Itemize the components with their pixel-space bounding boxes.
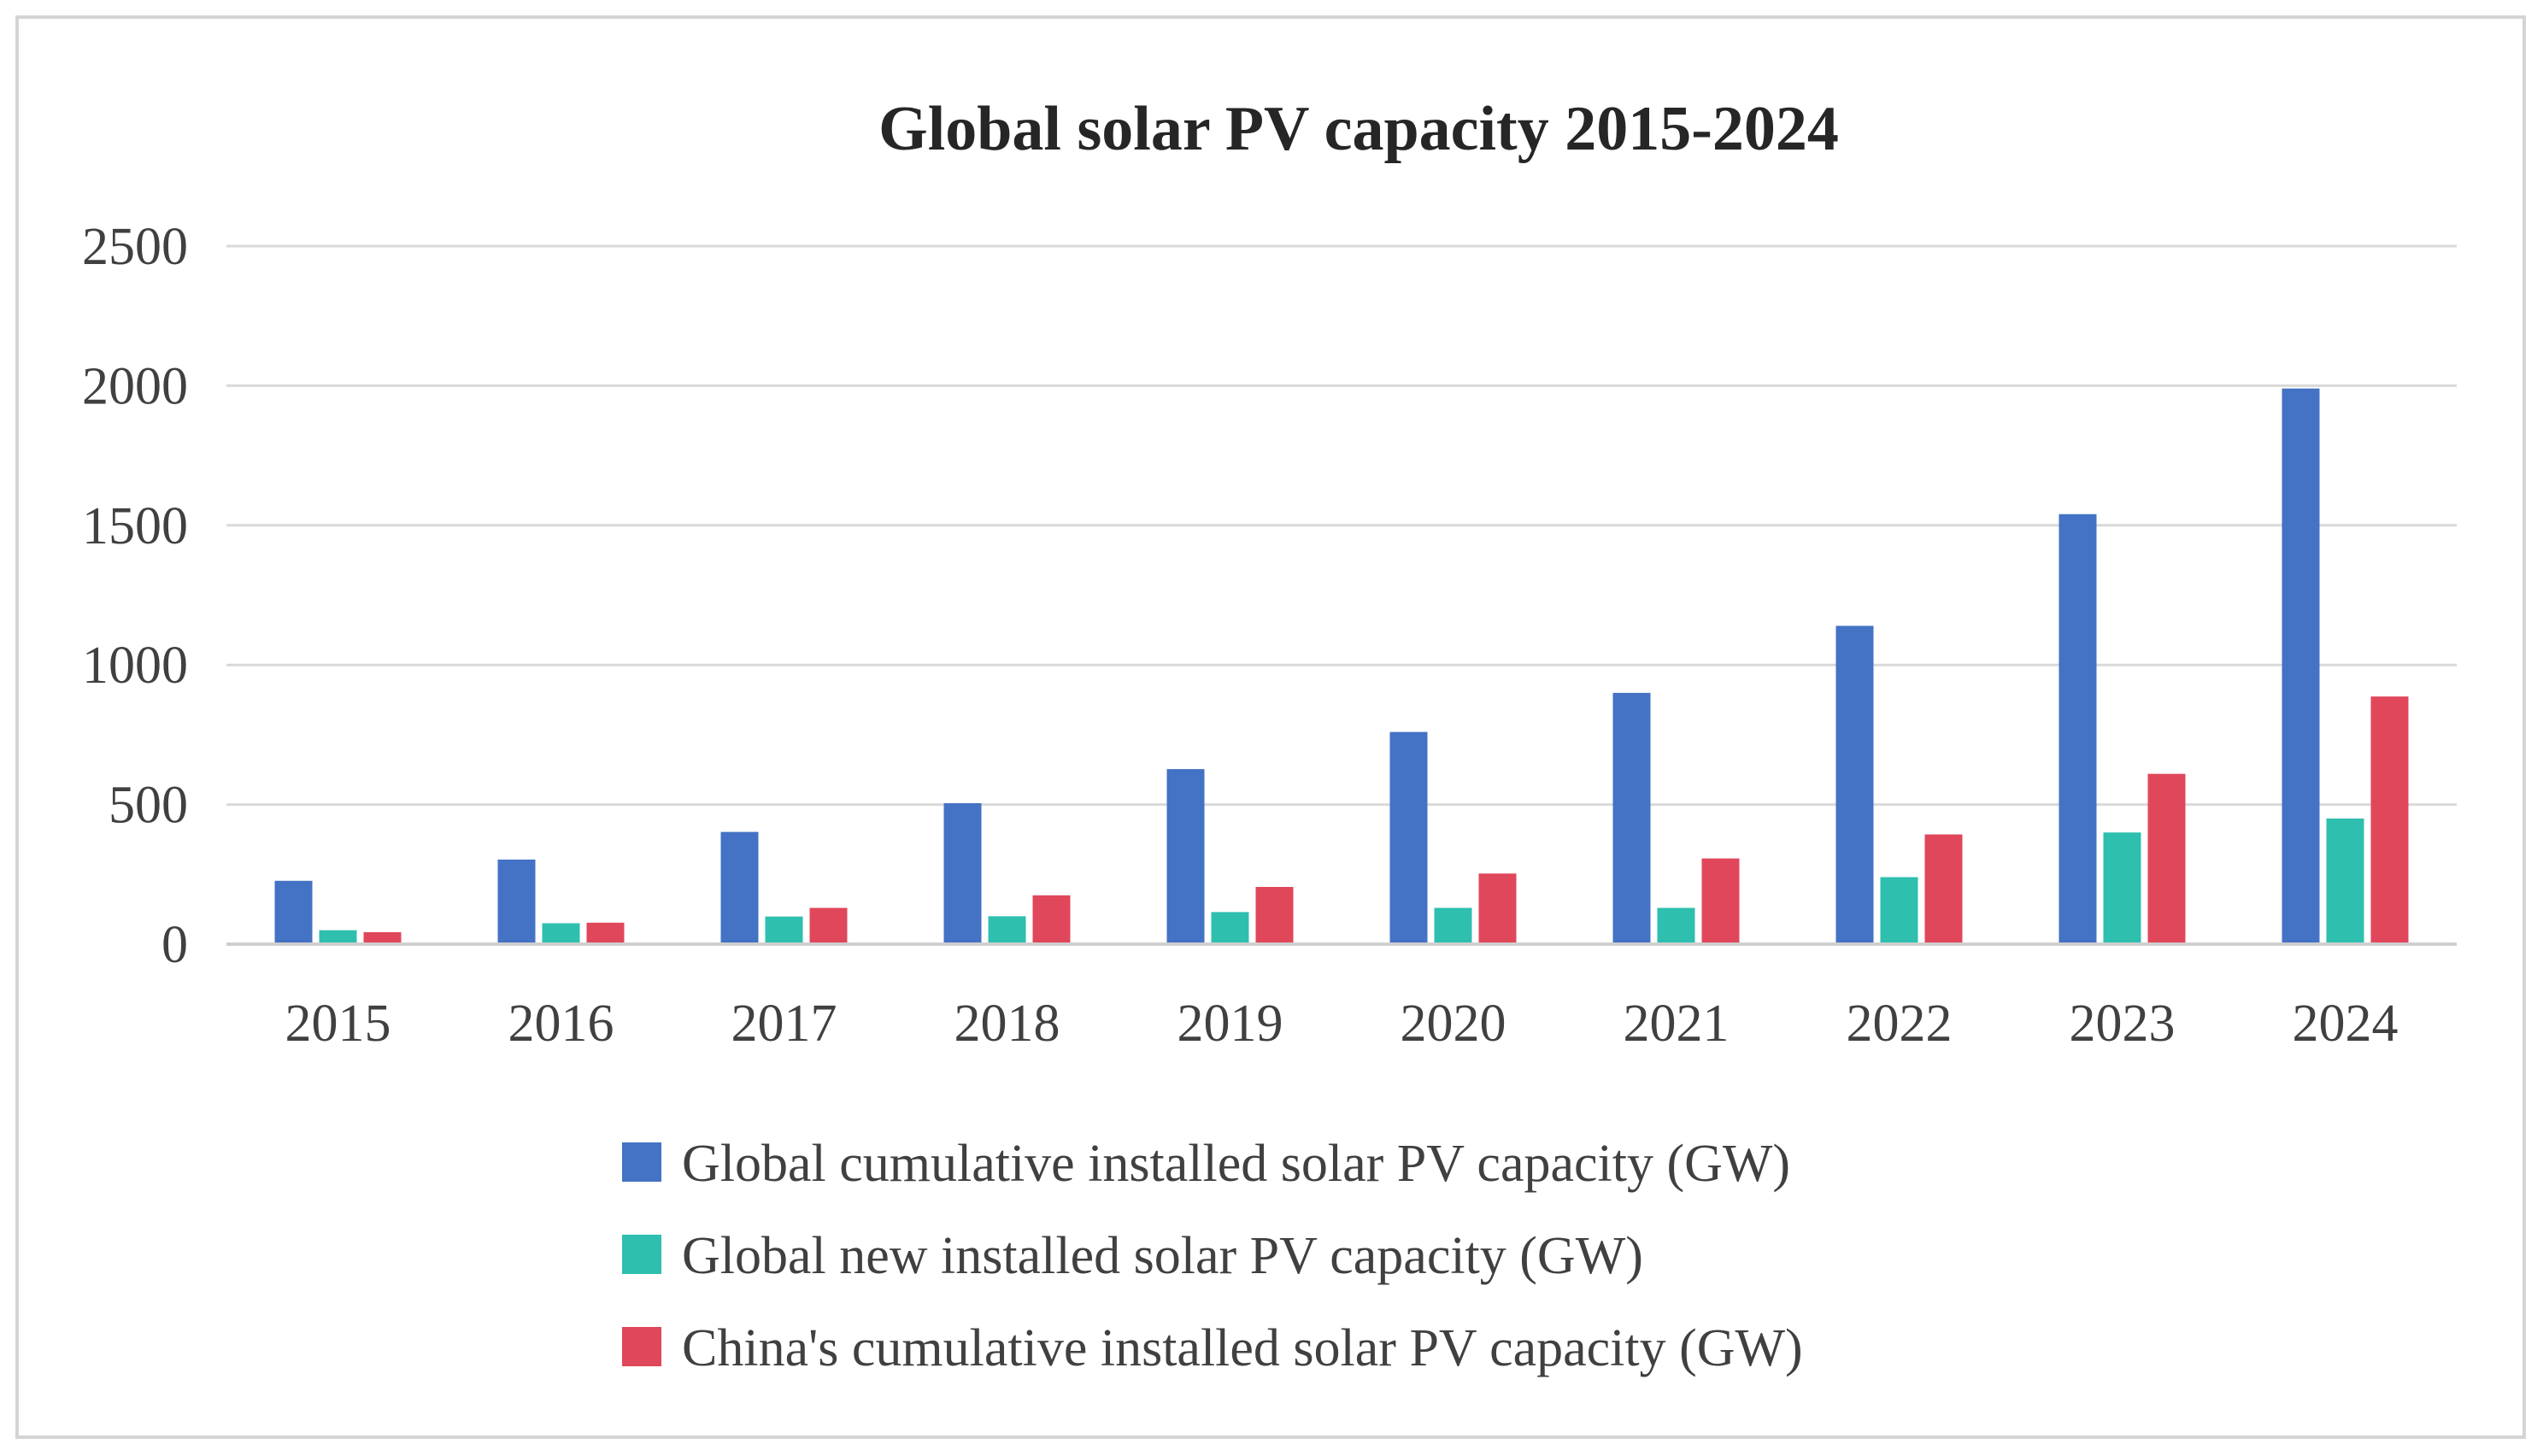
x-tick-label: 2020 — [1401, 995, 1506, 1053]
x-tick-label: 2021 — [1624, 995, 1730, 1053]
bar-series3-2024 — [2370, 696, 2409, 944]
legend-swatch-series1 — [622, 1142, 661, 1182]
bar-series1-2022 — [1835, 625, 1874, 944]
x-tick-label: 2022 — [1847, 995, 1953, 1053]
y-tick-label: 1500 — [82, 497, 188, 555]
bar-series1-2023 — [2058, 514, 2097, 944]
bar-series2-2020 — [1434, 907, 1472, 944]
bar-series3-2020 — [1478, 873, 1517, 944]
bar-series2-2018 — [988, 916, 1026, 944]
legend-swatch-series3 — [622, 1327, 661, 1366]
y-tick-label: 2000 — [82, 357, 188, 415]
bar-series1-2015 — [274, 880, 313, 944]
bar-series1-2021 — [1612, 692, 1651, 944]
gridlines — [226, 244, 2457, 807]
bar-series2-2024 — [2326, 818, 2364, 944]
bar-series2-2022 — [1880, 877, 1918, 944]
x-tick-label: 2016 — [508, 995, 614, 1053]
bar-series1-2024 — [2282, 388, 2320, 945]
bar-series2-2023 — [2103, 832, 2141, 944]
x-axis-ticks: 2015 2016 2017 2018 2019 2020 2021 2022 2023 2024 — [285, 995, 2399, 1053]
bar-series3-2021 — [1701, 858, 1740, 944]
y-axis-ticks: 0 500 1000 1500 2000 2500 — [82, 218, 188, 974]
bar-series2-2015 — [319, 930, 357, 944]
bar-series2-2017 — [765, 916, 803, 944]
bar-series3-2016 — [586, 922, 625, 944]
bar-series3-2018 — [1032, 895, 1071, 944]
y-tick-label: 2500 — [82, 218, 188, 276]
y-tick-label: 500 — [109, 777, 188, 835]
bar-series3-2023 — [2147, 773, 2186, 944]
legend-swatch-series2 — [622, 1235, 661, 1274]
x-tick-label: 2018 — [954, 995, 1060, 1053]
y-tick-label: 1000 — [82, 637, 188, 695]
bar-series3-2015 — [363, 931, 402, 944]
legend: Global cumulative installed solar PV cap… — [622, 1135, 1803, 1377]
x-tick-label: 2024 — [2293, 995, 2399, 1053]
x-tick-label: 2017 — [731, 995, 837, 1053]
x-tick-label: 2023 — [2070, 995, 2176, 1053]
chart-frame — [15, 15, 2526, 1439]
bar-series2-2021 — [1657, 907, 1695, 944]
bars — [274, 388, 2409, 945]
legend-label-series3: China's cumulative installed solar PV ca… — [682, 1319, 1803, 1377]
x-tick-label: 2019 — [1178, 995, 1283, 1053]
bar-series1-2018 — [943, 802, 982, 944]
bar-series2-2019 — [1211, 912, 1249, 944]
legend-label-series2: Global new installed solar PV capacity (… — [682, 1227, 1643, 1285]
y-tick-label: 0 — [162, 916, 188, 974]
bar-series1-2020 — [1389, 731, 1428, 944]
bar-series3-2017 — [809, 907, 848, 944]
bar-series1-2019 — [1166, 769, 1205, 944]
x-tick-label: 2015 — [285, 995, 391, 1053]
bar-series2-2016 — [542, 923, 580, 944]
bar-series3-2022 — [1924, 834, 1963, 944]
legend-label-series1: Global cumulative installed solar PV cap… — [682, 1135, 1790, 1193]
bar-series3-2019 — [1255, 887, 1294, 944]
bar-series1-2017 — [720, 831, 759, 944]
chart-title: Global solar PV capacity 2015-2024 — [878, 94, 1839, 164]
bar-series1-2016 — [497, 859, 536, 944]
